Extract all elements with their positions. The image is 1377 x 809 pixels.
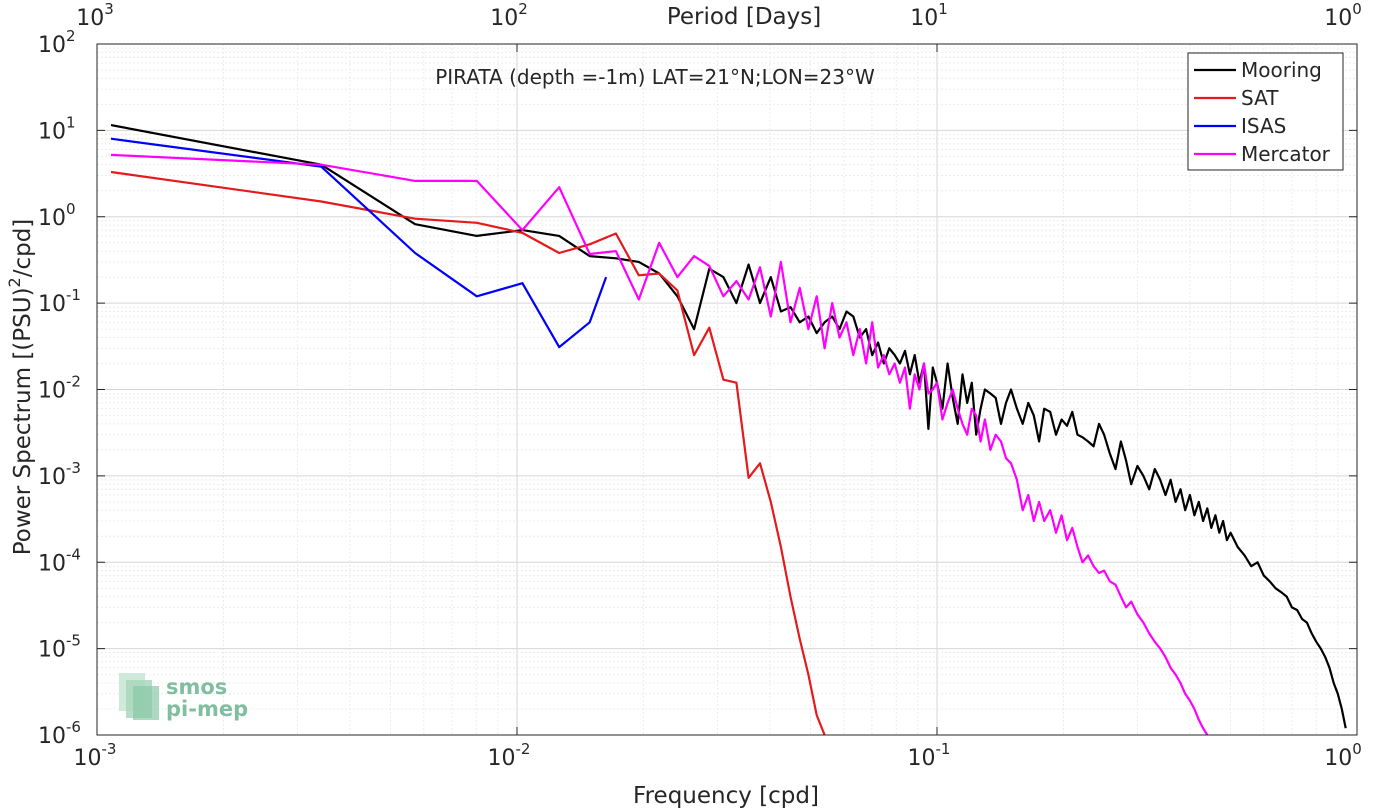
- top-tick-label: 100: [1324, 0, 1362, 31]
- logo-text-pimep: pi-mep: [166, 697, 248, 721]
- y-tick-label: 10-3: [38, 459, 81, 490]
- y-tick-label: 101: [38, 113, 76, 144]
- x-tick-label: 10-1: [908, 740, 951, 771]
- top-axis-title: Period [Days]: [667, 4, 821, 30]
- series-line-sat: [110, 170, 826, 736]
- legend-label-mercator: Mercator: [1241, 142, 1331, 166]
- legend-label-isas: ISAS: [1241, 114, 1286, 138]
- top-tick-label: 101: [910, 0, 948, 31]
- chart-title: PIRATA (depth =-1m) LAT=21°N;LON=23°W: [435, 65, 875, 89]
- legend-box: [1187, 52, 1344, 171]
- legend: Mooring SAT ISAS Mercator: [1187, 52, 1344, 171]
- grid: [96, 44, 1357, 736]
- legend-label-mooring: Mooring: [1241, 58, 1322, 82]
- y-tick-label: 100: [38, 200, 76, 231]
- series-group: [110, 124, 1347, 736]
- x-tick-label: 100: [1324, 740, 1362, 771]
- legend-label-sat: SAT: [1241, 86, 1279, 110]
- y-tick-label: 10-1: [38, 286, 81, 317]
- series-line-mooring: [110, 124, 1347, 729]
- series-line-mercator: [110, 153, 1209, 736]
- y-tick-label: 10-4: [38, 545, 81, 576]
- y-axis-title: Power Spectrum [(PSU)2/cpd]: [5, 219, 36, 556]
- tick-marks: [96, 43, 1358, 736]
- y-tick-label: 10-5: [38, 632, 81, 663]
- logo-icon: [119, 673, 159, 720]
- top-tick-label: 103: [76, 0, 114, 31]
- series-line-isas: [110, 137, 608, 349]
- watermark-logo: smos pi-mep: [119, 673, 248, 721]
- x-axis-title: Frequency [cpd]: [633, 783, 819, 809]
- y-tick-label: 10-2: [38, 373, 81, 404]
- logo-text-smos: smos: [166, 675, 227, 699]
- x-tick-label: 10-3: [74, 740, 117, 771]
- y-tick-label: 10-6: [38, 718, 81, 749]
- y-tick-label: 102: [38, 27, 76, 58]
- top-tick-label: 102: [490, 0, 528, 31]
- x-tick-label: 10-2: [488, 740, 531, 771]
